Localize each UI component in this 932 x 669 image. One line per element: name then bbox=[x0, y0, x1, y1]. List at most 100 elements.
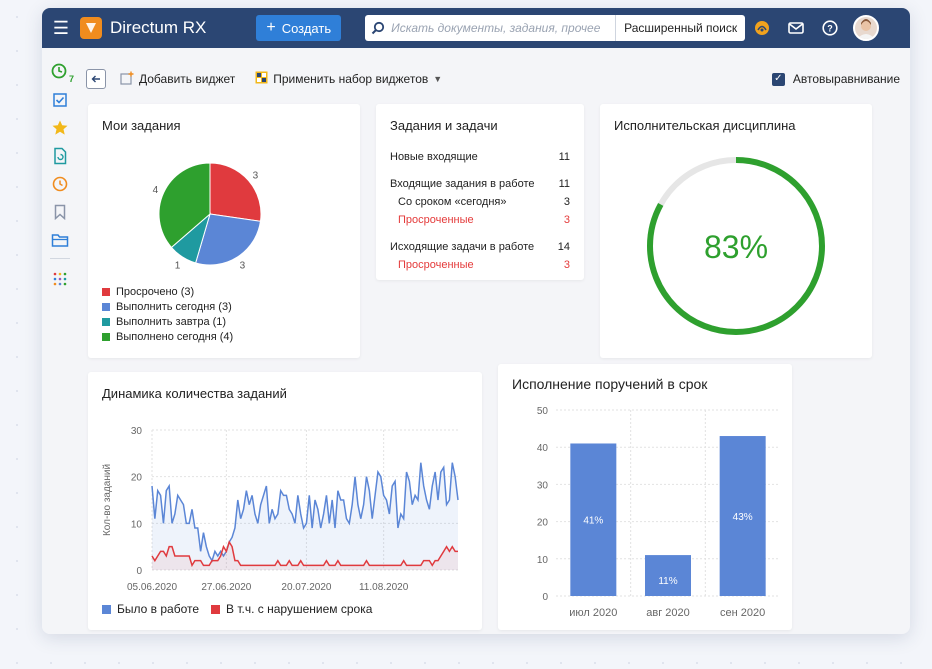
mail-icon[interactable] bbox=[779, 8, 813, 48]
row-label: Со сроком «сегодня» bbox=[398, 196, 507, 208]
pie-slice-value: 1 bbox=[175, 260, 181, 271]
gauge-progress-arc bbox=[647, 157, 825, 335]
my-tasks-widget: Мои задания 3 3 1 4 Просрочено (3) Выполнит… bbox=[88, 104, 360, 358]
bar[interactable] bbox=[645, 555, 691, 596]
history-icon[interactable] bbox=[42, 170, 78, 198]
advanced-search-button[interactable]: Расширенный поиск bbox=[615, 15, 745, 41]
series-area bbox=[152, 542, 458, 570]
plus-icon: + bbox=[266, 19, 276, 36]
folder-icon[interactable] bbox=[42, 226, 78, 254]
pie-slice[interactable] bbox=[209, 162, 262, 222]
search-input[interactable]: Искать документы, задания, прочее bbox=[391, 21, 601, 35]
notification-signal-icon[interactable] bbox=[745, 8, 779, 48]
legend-item: Просрочено (3) bbox=[102, 284, 233, 299]
pie-slice-value: 3 bbox=[253, 171, 259, 182]
list-item[interactable]: Исходящие задачи в работе 14 bbox=[390, 238, 570, 256]
tasks-and-jobs-widget: Задания и задачи Новые входящие 11 Входящ… bbox=[376, 104, 584, 280]
y-tick-label: 50 bbox=[537, 406, 549, 417]
document-sync-icon[interactable] bbox=[42, 142, 78, 170]
clock-icon[interactable]: 7 bbox=[42, 58, 78, 86]
legend-label: Было в работе bbox=[117, 602, 200, 616]
widget-title: Динамика количества заданий bbox=[102, 386, 287, 401]
row-count: 3 bbox=[563, 259, 570, 271]
y-tick-label: 20 bbox=[537, 518, 549, 529]
pie-slice[interactable] bbox=[195, 213, 262, 266]
legend-item: Выполнено сегодня (4) bbox=[102, 329, 233, 344]
auto-align-checkbox[interactable]: ✓ bbox=[771, 72, 785, 86]
row-count: 3 bbox=[563, 214, 570, 226]
list-item[interactable]: Со сроком «сегодня» 3 bbox=[390, 193, 570, 211]
add-widget-button[interactable]: Добавить виджет bbox=[120, 71, 235, 88]
legend-item: Было в работе bbox=[102, 602, 199, 616]
add-widget-icon bbox=[120, 71, 134, 88]
search-box[interactable]: Искать документы, задания, прочее Расшир… bbox=[365, 15, 746, 41]
series-area bbox=[152, 462, 458, 570]
bar[interactable] bbox=[570, 443, 617, 596]
list-item[interactable]: Просроченные 3 bbox=[390, 211, 570, 229]
back-button[interactable] bbox=[86, 69, 106, 89]
x-tick-label: 05.06.2020 bbox=[127, 582, 177, 593]
auto-align-toggle[interactable]: ✓ Автовыравнивание bbox=[771, 72, 900, 86]
apps-grid-icon[interactable] bbox=[42, 265, 78, 293]
list-item[interactable]: Входящие задания в работе 11 bbox=[390, 175, 570, 193]
row-label: Просроченные bbox=[398, 259, 474, 271]
pie-slice[interactable] bbox=[158, 162, 211, 249]
star-icon[interactable] bbox=[42, 114, 78, 142]
bookmark-icon[interactable] bbox=[42, 198, 78, 226]
create-label: Создать bbox=[281, 20, 332, 36]
y-tick-label: 30 bbox=[537, 480, 549, 491]
legend-item: Выполнить завтра (1) bbox=[102, 314, 233, 329]
series-line[interactable] bbox=[151, 462, 459, 563]
legend-swatch bbox=[102, 287, 110, 296]
dynamics-widget: Динамика количества заданий 0 10 20 30 05.06… bbox=[88, 372, 482, 630]
y-tick-label: 0 bbox=[136, 566, 142, 577]
row-label: Входящие задания в работе bbox=[390, 178, 535, 190]
menu-icon[interactable]: ☰ bbox=[52, 17, 70, 38]
bar-chart: 0 10 20 30 40 50 41% июл 2020 11% авг 2020 43% сен … bbox=[537, 406, 780, 619]
x-tick-label: авг 2020 bbox=[646, 607, 690, 619]
widget-set-icon bbox=[255, 71, 268, 87]
bar-value-label: 11% bbox=[658, 576, 677, 587]
discipline-gauge: 83% bbox=[647, 157, 825, 335]
pie-chart: 3 3 1 4 bbox=[153, 162, 262, 271]
row-count: 11 bbox=[558, 178, 570, 190]
bar[interactable] bbox=[719, 436, 766, 596]
list-item[interactable]: Новые входящие 11 bbox=[390, 148, 570, 166]
help-icon[interactable]: ? bbox=[813, 8, 847, 48]
legend-label: Просрочено (3) bbox=[116, 285, 195, 298]
row-label: Новые входящие bbox=[390, 151, 478, 163]
row-label: Просроченные bbox=[398, 214, 474, 226]
pie-legend: Просрочено (3) Выполнить сегодня (3) Вып… bbox=[102, 284, 233, 344]
on-time-widget: Исполнение поручений в срок 0 10 20 30 40 50 4… bbox=[498, 364, 792, 630]
logo-icon bbox=[80, 17, 102, 39]
svg-text:?: ? bbox=[827, 24, 833, 34]
sidebar: 7 bbox=[42, 48, 78, 634]
pie-slice-value: 4 bbox=[153, 185, 159, 196]
tasks-list: Новые входящие 11 Входящие задания в рабо… bbox=[390, 148, 570, 274]
app-title[interactable]: Directum RX bbox=[110, 18, 207, 37]
line-chart: 0 10 20 30 05.06.2020 27.06.2020 20.07.2020 11.… bbox=[102, 426, 459, 593]
y-tick-label: 40 bbox=[537, 443, 549, 454]
legend-item: Выполнить сегодня (3) bbox=[102, 299, 233, 314]
avatar[interactable] bbox=[853, 15, 880, 41]
x-tick-label: 20.07.2020 bbox=[281, 582, 331, 593]
series-line[interactable] bbox=[151, 540, 458, 568]
widget-toolbar: Добавить виджет Применить набор виджетов… bbox=[86, 66, 900, 92]
discipline-widget: Исполнительская дисциплина 83% bbox=[600, 104, 872, 358]
y-axis-label: Кол-во заданий bbox=[102, 464, 113, 536]
gauge-value: 83% bbox=[704, 229, 768, 265]
row-count: 3 bbox=[563, 196, 570, 208]
search-icon[interactable] bbox=[365, 15, 391, 41]
apply-widget-set-label: Применить набор виджетов bbox=[273, 72, 429, 86]
list-item[interactable]: Просроченные 3 bbox=[390, 256, 570, 274]
y-tick-label: 10 bbox=[537, 555, 549, 566]
apply-widget-set-button[interactable]: Применить набор виджетов ▼ bbox=[255, 71, 442, 87]
x-tick-label: июл 2020 bbox=[569, 607, 617, 619]
line-legend: Было в работе В т.ч. с нарушением срока bbox=[102, 602, 384, 616]
y-tick-label: 10 bbox=[131, 519, 143, 530]
tasks-check-icon[interactable] bbox=[42, 86, 78, 114]
create-button[interactable]: + Создать bbox=[256, 15, 342, 41]
legend-swatch bbox=[102, 332, 110, 341]
widget-title: Исполнение поручений в срок bbox=[512, 376, 708, 392]
chevron-down-icon: ▼ bbox=[433, 74, 443, 84]
